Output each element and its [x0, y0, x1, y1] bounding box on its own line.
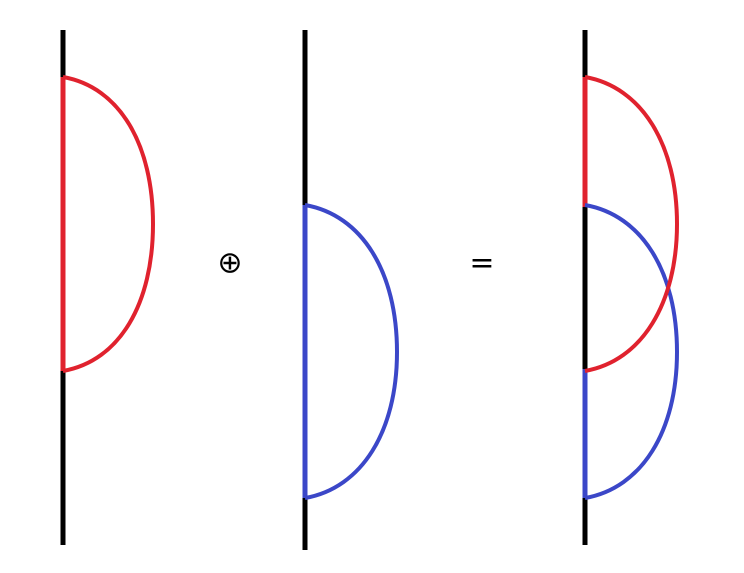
- result-blue-arc: [584, 203, 680, 500]
- middle-term-blue-arc: [304, 203, 400, 500]
- direct-sum-operator: ⊕: [217, 246, 242, 281]
- left-term: [60, 30, 156, 545]
- left-term-red-arc: [62, 75, 156, 373]
- result: [582, 30, 680, 545]
- middle-term: [302, 30, 400, 550]
- result-red-arc: [584, 75, 680, 373]
- equals-operator: =: [469, 246, 494, 281]
